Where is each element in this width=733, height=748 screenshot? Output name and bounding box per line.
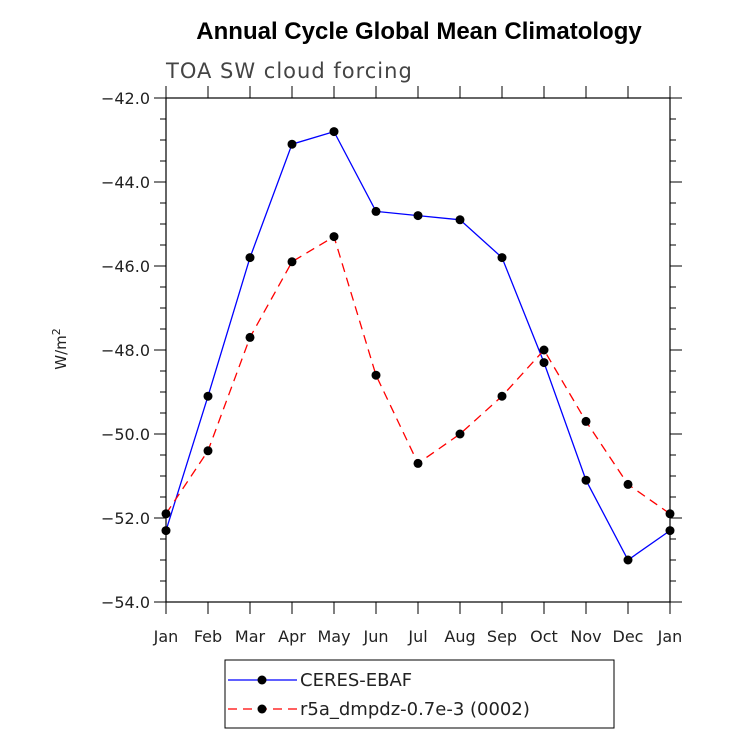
data-point-model xyxy=(455,429,465,439)
x-tick-label: Feb xyxy=(194,627,222,646)
x-tick-label: Sep xyxy=(487,627,517,646)
plot-frame xyxy=(165,97,671,603)
y-tick-label: −54.0 xyxy=(101,593,150,612)
x-tick-label: Jan xyxy=(153,627,179,646)
y-tick-label: −42.0 xyxy=(101,89,150,108)
data-point-model xyxy=(287,257,297,267)
y-axis-label: W/m2 xyxy=(50,328,70,370)
data-point-model xyxy=(413,458,423,468)
x-tick-label: Apr xyxy=(278,627,306,646)
chart-title: Annual Cycle Global Mean Climatology xyxy=(196,18,642,45)
legend-label-model: r5a_dmpdz-0.7e-3 (0002) xyxy=(300,699,530,720)
x-tick-label: Aug xyxy=(444,627,475,646)
data-point-model xyxy=(245,332,255,342)
data-point-ceres xyxy=(287,139,297,149)
data-point-model xyxy=(623,479,633,489)
x-tick-label: Dec xyxy=(613,627,644,646)
legend: CERES-EBAF r5a_dmpdz-0.7e-3 (0002) xyxy=(224,659,615,729)
data-point-model xyxy=(539,345,549,355)
legend-marker-model xyxy=(257,704,267,714)
x-tick-label: May xyxy=(317,627,350,646)
x-tick-label: Jan xyxy=(657,627,683,646)
y-tick-label: −50.0 xyxy=(101,425,150,444)
data-point-ceres xyxy=(413,211,423,221)
data-point-model xyxy=(371,370,381,380)
legend-label-ceres: CERES-EBAF xyxy=(300,670,412,691)
data-point-model xyxy=(329,232,339,242)
data-point-ceres xyxy=(203,391,213,401)
x-tick-label: Jul xyxy=(407,627,427,646)
y-tick-label: −46.0 xyxy=(101,257,150,276)
series-line-model xyxy=(165,235,671,515)
y-tick-label: −52.0 xyxy=(101,509,150,528)
chart-subtitle: TOA SW cloud forcing xyxy=(165,59,413,83)
data-point-ceres xyxy=(623,555,633,565)
y-tick-label: −44.0 xyxy=(101,173,150,192)
data-point-model xyxy=(497,391,507,401)
data-point-model xyxy=(581,416,591,426)
data-point-ceres xyxy=(329,127,339,137)
series-line-ceres xyxy=(165,130,671,561)
x-tick-label: Oct xyxy=(530,627,558,646)
legend-marker-ceres xyxy=(257,675,267,685)
y-tick-label: −48.0 xyxy=(101,341,150,360)
x-tick-label: Nov xyxy=(570,627,601,646)
legend-box xyxy=(224,659,615,729)
data-point-ceres xyxy=(581,475,591,485)
data-point-ceres xyxy=(539,358,549,368)
x-tick-label: Jun xyxy=(363,627,389,646)
data-point-ceres xyxy=(497,253,507,263)
data-point-ceres xyxy=(245,253,255,263)
data-point-model xyxy=(203,446,213,456)
data-point-ceres xyxy=(455,215,465,225)
data-point-ceres xyxy=(371,206,381,216)
x-tick-label: Mar xyxy=(235,627,266,646)
